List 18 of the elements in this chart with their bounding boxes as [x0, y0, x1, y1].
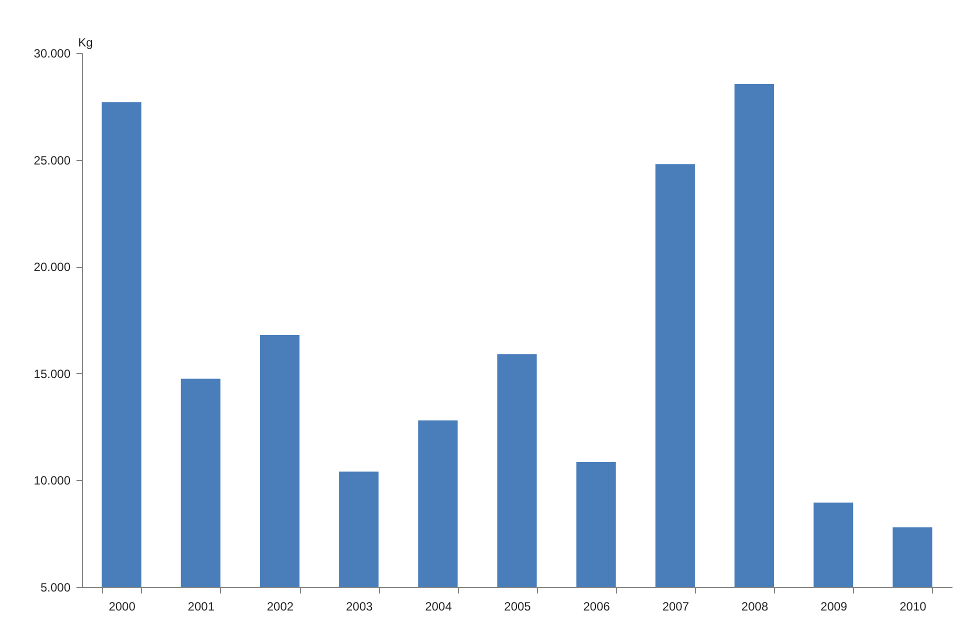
y-tick-label: 25.000 — [34, 153, 71, 168]
x-tick-label: 2008 — [741, 600, 768, 614]
x-tick-label: 2000 — [108, 600, 136, 614]
x-tick-label: 2009 — [820, 600, 848, 614]
y-tick-label: 30.000 — [34, 46, 71, 60]
y-axis-title: Kg — [78, 36, 93, 50]
y-tick-label: 20.000 — [34, 260, 71, 274]
y-tick-label: 15.000 — [34, 366, 71, 381]
x-tick-label: 2005 — [504, 600, 532, 614]
x-tick-label: 2003 — [346, 600, 373, 614]
x-tick-label: 2006 — [583, 600, 610, 614]
y-tick-label: 10.000 — [34, 474, 71, 488]
x-tick-label: 2001 — [188, 600, 215, 614]
x-tick-label: 2002 — [266, 600, 294, 614]
x-tick-label: 2007 — [662, 600, 690, 614]
x-tick-label: 2004 — [425, 600, 452, 614]
x-tick-label: 2010 — [900, 600, 927, 614]
y-tick-label: 5.000 — [40, 580, 71, 594]
